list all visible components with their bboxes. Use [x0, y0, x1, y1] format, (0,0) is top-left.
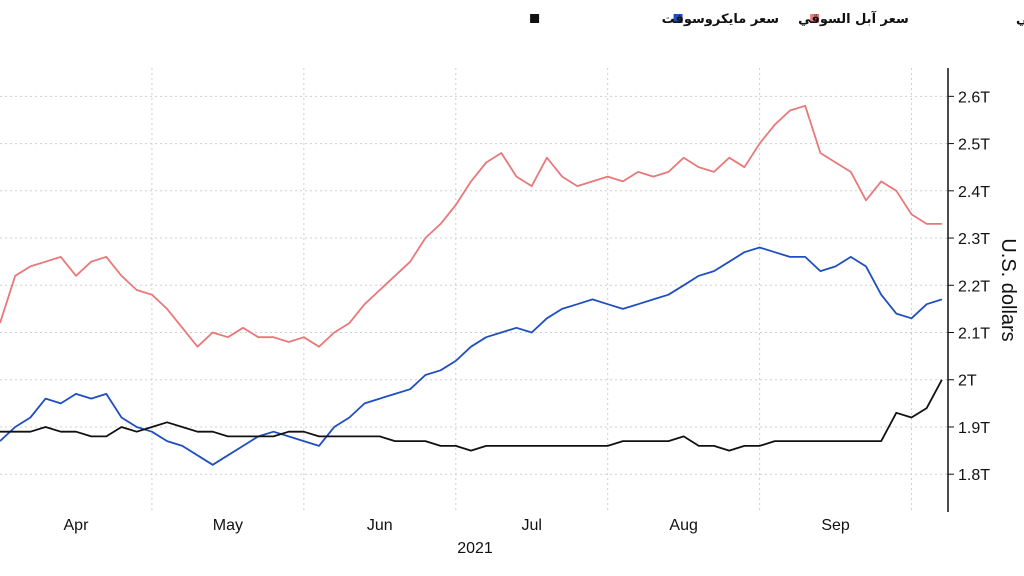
legend-swatch [673, 14, 683, 23]
x-tick-label: Apr [64, 517, 90, 534]
legend-label: سعر أرامكو السعودية السوقي [1016, 10, 1024, 27]
y-tick-label: 2T [958, 373, 977, 390]
x-tick-label: May [213, 517, 243, 534]
y-axis: 1.8T 1.9T 2T 2.1T 2.2T 2.3T 2.4T 2.5T 2.6T [948, 89, 990, 484]
legend-item-0: سعر أرامكو السعودية السوقي [810, 10, 1024, 27]
y-tick-label: 2.2T [958, 278, 990, 295]
x-tick-label: Sep [821, 517, 850, 534]
y-tick-label: 2.1T [958, 326, 990, 343]
x-tick-label: Jul [522, 517, 542, 534]
y-tick-label: 2.3T [958, 231, 990, 248]
legend-swatch [530, 14, 540, 23]
legend-swatch [810, 14, 820, 23]
y-tick-label: 1.9T [958, 420, 990, 437]
x-tick-label: Jun [367, 517, 393, 534]
legend-label: سعر آبل السوقي [798, 10, 909, 27]
y-axis-label: U.S. dollars [997, 238, 1019, 341]
series-line-1 [0, 246, 943, 466]
y-tick-label: 2.4T [958, 184, 990, 201]
y-tick-label: 2.6T [958, 89, 990, 106]
series-line-2 [0, 379, 943, 452]
gridlines [0, 68, 948, 512]
legend-label: سعر مايكروسوفت [662, 12, 779, 27]
series-line-0 [0, 104, 942, 348]
legend-item-1: سعر آبل السوقي [673, 10, 909, 27]
x-tick-label: Aug [669, 517, 697, 534]
x-axis: Apr May Jun Jul Aug Sep [64, 517, 850, 534]
legend: سعر أرامكو السعودية السوقي سعر آبل السوقي… [530, 10, 1024, 27]
y-tick-label: 2.5T [958, 137, 990, 154]
year-label: 2021 [457, 540, 493, 557]
legend-item-2: سعر مايكروسوفت [530, 12, 779, 27]
series-layer [0, 104, 943, 466]
y-tick-label: 1.8T [958, 467, 990, 484]
